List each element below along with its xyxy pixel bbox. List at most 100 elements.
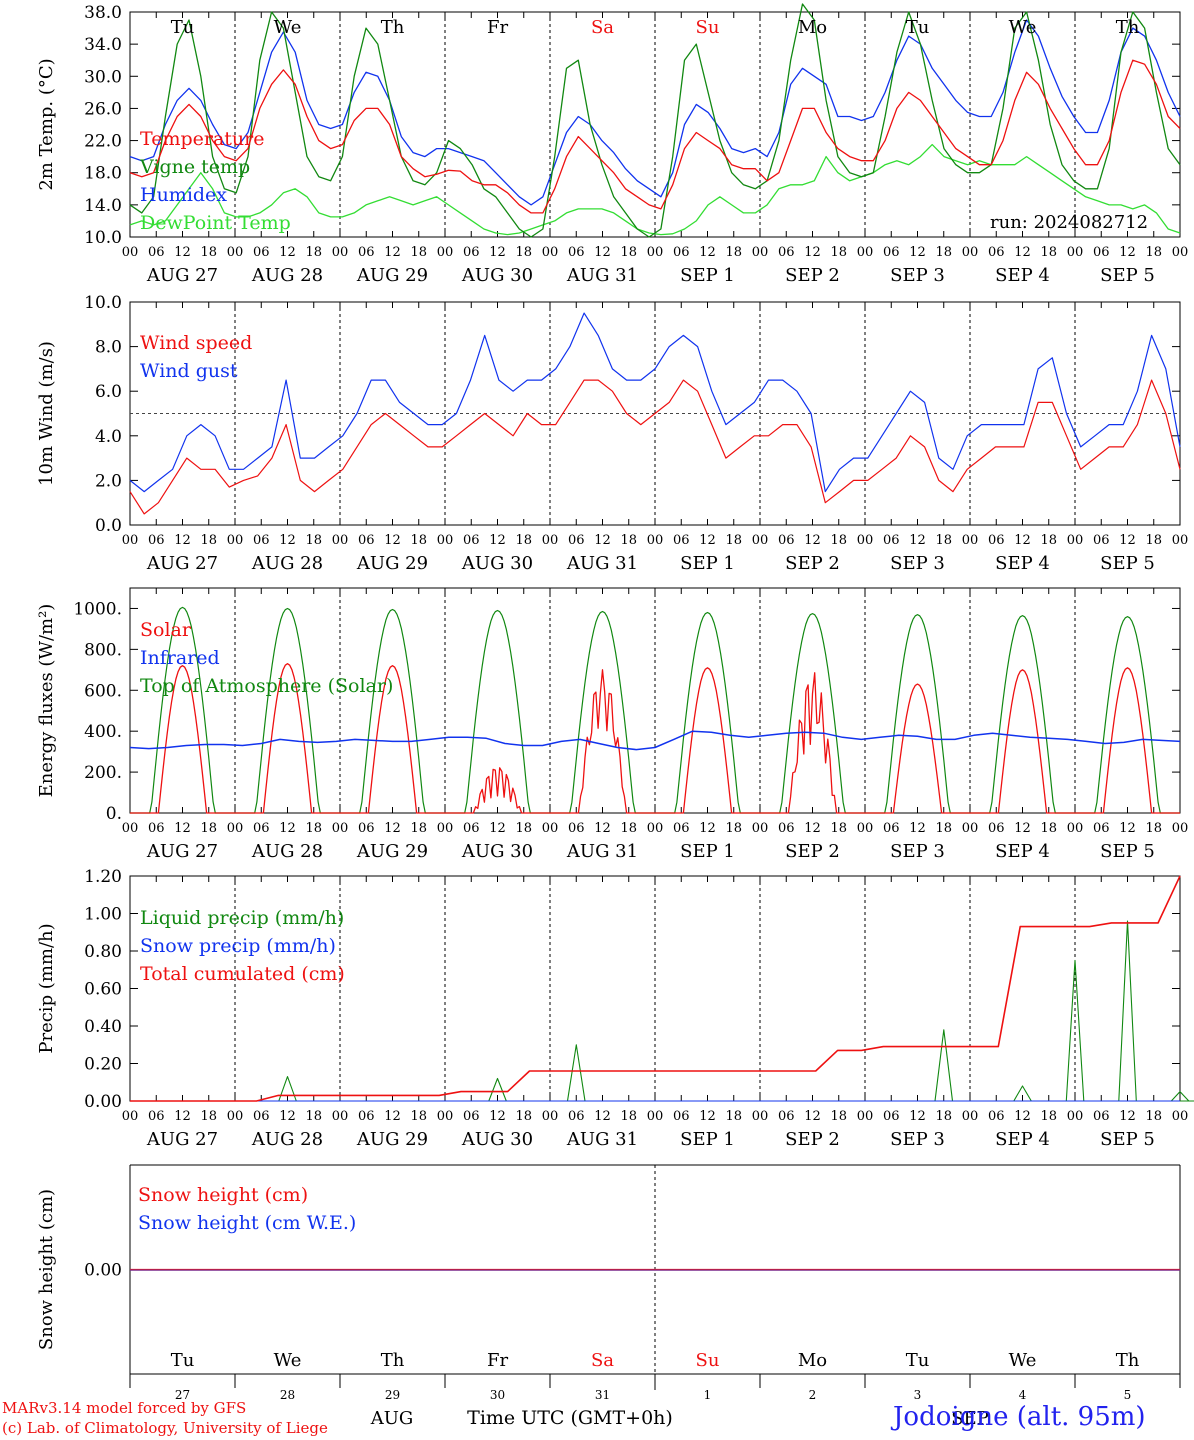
day-number: 1 xyxy=(704,1388,712,1402)
hour-tick-label: 06 xyxy=(148,821,165,836)
hour-tick-label: 00 xyxy=(332,533,349,548)
hour-tick-label: 18 xyxy=(410,533,427,548)
date-label: AUG 27 xyxy=(146,1129,218,1150)
hour-tick-label: 18 xyxy=(515,1109,532,1124)
hour-tick-label: 12 xyxy=(1119,533,1136,548)
hour-tick-label: 12 xyxy=(909,533,926,548)
hour-tick-label: 06 xyxy=(778,821,795,836)
hour-tick-label: 00 xyxy=(542,1109,559,1124)
hour-tick-label: 12 xyxy=(804,245,821,260)
hour-tick-label: 06 xyxy=(568,1109,585,1124)
hour-tick-label: 00 xyxy=(1172,821,1189,836)
date-label: AUG 31 xyxy=(566,841,638,862)
day-number: 27 xyxy=(175,1388,190,1402)
hour-tick-label: 12 xyxy=(279,533,296,548)
hour-tick-label: 00 xyxy=(647,821,664,836)
hour-tick-label: 06 xyxy=(778,1109,795,1124)
hour-tick-label: 06 xyxy=(1093,533,1110,548)
weekday-label: We xyxy=(274,17,302,38)
series-wind-speed xyxy=(129,379,1181,515)
hour-tick-label: 00 xyxy=(122,533,139,548)
run-annotation: run: 2024082712 xyxy=(990,212,1148,233)
date-label: SEP 4 xyxy=(995,265,1050,286)
y-tick-label: 1.00 xyxy=(84,905,122,925)
legend-wind-speed: Wind speed xyxy=(140,332,252,354)
legend-dewpoint-temp: DewPoint Temp xyxy=(140,212,291,234)
y-tick-label: 0.0 xyxy=(95,516,122,536)
date-label: SEP 4 xyxy=(995,1129,1050,1150)
month-label-sep: SEP xyxy=(951,1408,989,1429)
hour-tick-label: 06 xyxy=(463,533,480,548)
hour-tick-label: 18 xyxy=(200,1109,217,1124)
hour-tick-label: 06 xyxy=(358,533,375,548)
hour-tick-label: 00 xyxy=(332,1109,349,1124)
hour-tick-label: 00 xyxy=(962,821,979,836)
legend-liquid-precip-mm-h-: Liquid precip (mm/h) xyxy=(140,907,344,929)
hour-tick-label: 06 xyxy=(148,1109,165,1124)
hour-tick-label: 00 xyxy=(542,533,559,548)
hour-tick-label: 18 xyxy=(515,821,532,836)
hour-tick-label: 18 xyxy=(935,533,952,548)
hour-tick-label: 12 xyxy=(804,1109,821,1124)
y-axis-label-5: Snow height (cm) xyxy=(36,1189,57,1350)
date-label: SEP 1 xyxy=(680,265,735,286)
hour-tick-label: 06 xyxy=(358,821,375,836)
hour-tick-label: 12 xyxy=(804,533,821,548)
legend-infrared: Infrared xyxy=(140,647,220,669)
hour-tick-label: 06 xyxy=(1093,1109,1110,1124)
hour-tick-label: 00 xyxy=(332,821,349,836)
day-number: 31 xyxy=(595,1388,610,1402)
hour-tick-label: 12 xyxy=(489,1109,506,1124)
hour-tick-label: 12 xyxy=(1014,1109,1031,1124)
hour-tick-label: 12 xyxy=(384,821,401,836)
hour-tick-label: 12 xyxy=(699,1109,716,1124)
footer-model: MARv3.14 model forced by GFS xyxy=(2,1399,247,1417)
legend-snow-height-cm-w-e-: Snow height (cm W.E.) xyxy=(138,1212,356,1234)
location-label: Jodoigne (alt. 95m) xyxy=(893,1402,1146,1432)
date-label: AUG 30 xyxy=(461,553,533,574)
hour-tick-label: 18 xyxy=(305,821,322,836)
date-label: AUG 30 xyxy=(461,265,533,286)
hour-tick-label: 06 xyxy=(673,533,690,548)
month-label-aug: AUG xyxy=(370,1408,414,1429)
y-tick-label: 10.0 xyxy=(84,228,122,248)
date-label: AUG 27 xyxy=(146,265,218,286)
hour-tick-label: 00 xyxy=(227,245,244,260)
hour-tick-label: 00 xyxy=(332,245,349,260)
hour-tick-label: 12 xyxy=(384,1109,401,1124)
hour-tick-label: 12 xyxy=(384,245,401,260)
hour-tick-label: 00 xyxy=(647,1109,664,1124)
hour-tick-label: 00 xyxy=(542,245,559,260)
hour-tick-label: 06 xyxy=(673,821,690,836)
hour-tick-label: 18 xyxy=(620,245,637,260)
hour-tick-label: 00 xyxy=(437,245,454,260)
date-label: AUG 29 xyxy=(356,1129,428,1150)
hour-tick-label: 18 xyxy=(1145,533,1162,548)
day-number: 5 xyxy=(1124,1388,1132,1402)
date-label: SEP 5 xyxy=(1100,265,1155,286)
hour-tick-label: 06 xyxy=(883,533,900,548)
y-axis-label-3: Energy fluxes (W/m²) xyxy=(36,604,57,798)
hour-tick-label: 00 xyxy=(122,245,139,260)
hour-tick-label: 12 xyxy=(1014,533,1031,548)
y-axis-label-1: 2m Temp. (°C) xyxy=(36,58,57,190)
y-axis-label-4: Precip (mm/h) xyxy=(36,923,57,1053)
hour-tick-label: 18 xyxy=(200,821,217,836)
hour-tick-label: 00 xyxy=(227,1109,244,1124)
y-tick-label: 6.0 xyxy=(95,382,122,402)
hour-tick-label: 06 xyxy=(673,245,690,260)
y-tick-label: 0.00 xyxy=(84,1092,122,1112)
hour-tick-label: 06 xyxy=(253,245,270,260)
hour-tick-label: 00 xyxy=(752,245,769,260)
y-tick-label: 200. xyxy=(84,763,122,783)
hour-tick-label: 12 xyxy=(489,533,506,548)
hour-tick-label: 00 xyxy=(752,533,769,548)
date-label: SEP 4 xyxy=(995,841,1050,862)
hour-tick-label: 12 xyxy=(174,533,191,548)
hour-tick-label: 18 xyxy=(1145,1109,1162,1124)
hour-tick-label: 18 xyxy=(515,533,532,548)
weekday-label: Tu xyxy=(906,17,930,38)
date-label: SEP 3 xyxy=(890,265,945,286)
hour-tick-label: 18 xyxy=(1040,245,1057,260)
y-tick-label: 38.0 xyxy=(84,3,122,23)
